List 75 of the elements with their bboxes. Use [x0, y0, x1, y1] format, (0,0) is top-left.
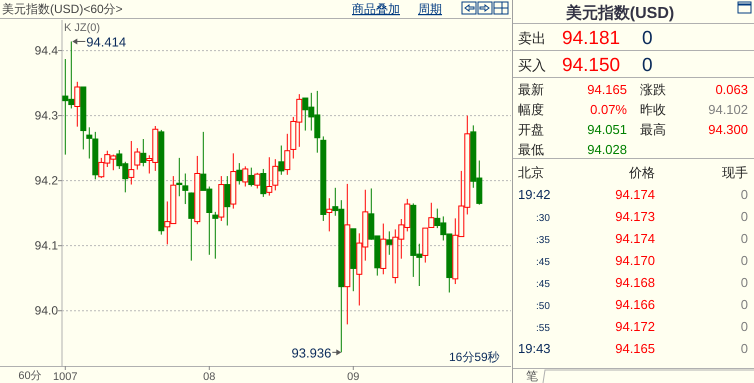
candlestick	[182, 172, 188, 205]
text: 19:43	[518, 341, 551, 356]
text: 最高	[640, 122, 666, 137]
text: 最新	[518, 82, 544, 97]
candlestick	[386, 230, 392, 256]
text: 0	[740, 231, 748, 246]
text: 94.174	[615, 187, 655, 202]
text: 北京	[518, 165, 544, 180]
candlestick	[128, 140, 134, 186]
x-tick-label: 08	[203, 371, 216, 383]
text: 94.165	[615, 341, 655, 356]
text: 94.165	[587, 82, 627, 97]
y-tick-label: 94.0	[34, 304, 58, 318]
text: 0	[642, 28, 653, 49]
text: 94.170	[615, 253, 655, 268]
text: 94.172	[615, 319, 655, 334]
annotation: 94.414	[86, 34, 126, 50]
candlestick	[176, 157, 182, 197]
text: 0	[642, 55, 653, 76]
text: 94.102	[708, 102, 748, 117]
y-tick-label: 94.1	[34, 238, 58, 253]
text: 94.173	[615, 209, 655, 224]
text: 94.174	[615, 231, 655, 246]
text: 价格	[628, 165, 655, 180]
text: :50	[536, 301, 550, 312]
text: :45	[536, 257, 550, 268]
annotation: 93.936	[292, 345, 332, 360]
x-tick-label: 1007	[53, 371, 78, 383]
candlestick	[326, 198, 332, 232]
text: :30	[536, 213, 550, 224]
text: 94.166	[615, 297, 655, 312]
text: 0	[740, 319, 748, 334]
text: 笔	[526, 369, 538, 383]
text: 0.07%	[590, 102, 628, 117]
text: 买入	[518, 57, 546, 73]
chart-title: 美元指数(USD)<60分>	[2, 2, 123, 16]
text: 0	[740, 209, 748, 224]
text: 0	[740, 275, 748, 290]
x-tick-label: 09	[347, 371, 360, 383]
text: 0	[740, 187, 748, 202]
candlestick	[224, 176, 230, 226]
text: 昨收	[640, 102, 666, 117]
text: 94.168	[615, 275, 655, 290]
text: 商品叠加	[352, 2, 400, 16]
text: 涨跌	[640, 82, 666, 97]
text: :45	[536, 279, 550, 290]
text: 美元指数(USD)	[564, 3, 674, 22]
text: 卖出	[518, 30, 546, 46]
text: 0	[740, 297, 748, 312]
text: 94.150	[562, 55, 620, 76]
text: 94.300	[708, 122, 748, 137]
candlestick	[380, 223, 386, 275]
annotation: K JZ(0)	[64, 22, 100, 34]
text: 0	[740, 341, 748, 356]
y-tick-label: 94.2	[34, 174, 58, 188]
text: 现手	[722, 165, 748, 180]
text: 60分	[18, 370, 42, 382]
candlestick	[284, 133, 290, 176]
candlestick	[272, 158, 278, 191]
annotation: 16分59秒	[449, 350, 500, 364]
text: 94.181	[562, 28, 620, 49]
text: 19:42	[518, 187, 551, 202]
text: 幅度	[518, 102, 544, 117]
text: 最低	[518, 142, 544, 157]
text: 周期	[418, 2, 442, 16]
text: :35	[536, 235, 550, 246]
y-tick-label: 94.3	[34, 108, 58, 123]
candlestick	[344, 183, 350, 325]
text: :55	[536, 323, 550, 334]
text: 94.051	[587, 122, 627, 137]
text: 94.028	[587, 142, 627, 157]
text: 开盘	[518, 122, 544, 137]
text: 0	[740, 253, 748, 268]
y-tick-label: 94.4	[34, 44, 58, 58]
text: 0.063	[715, 82, 748, 97]
